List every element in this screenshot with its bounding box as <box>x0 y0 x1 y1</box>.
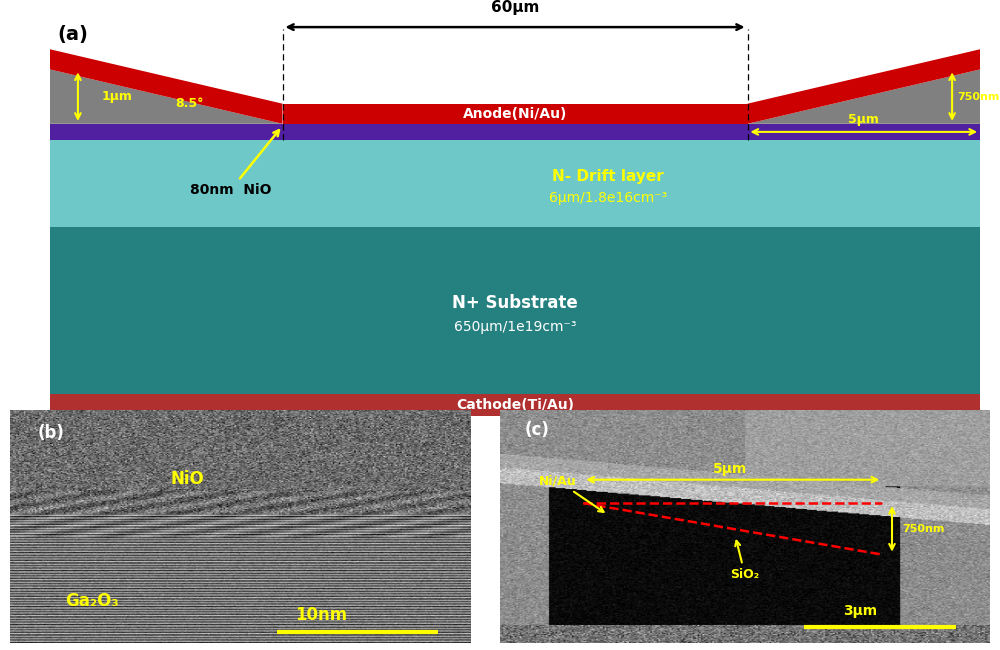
Text: (b): (b) <box>38 424 64 441</box>
Text: 80nm  NiO: 80nm NiO <box>190 130 279 198</box>
Bar <box>50 394 980 416</box>
Text: (a): (a) <box>57 25 88 44</box>
Bar <box>50 227 980 394</box>
Polygon shape <box>50 70 283 124</box>
Text: 750nm: 750nm <box>957 92 999 101</box>
Text: N- Drift layer: N- Drift layer <box>552 169 664 184</box>
Text: N+ Substrate: N+ Substrate <box>452 294 578 312</box>
Polygon shape <box>748 49 980 124</box>
Text: Ga₂O₃: Ga₂O₃ <box>65 592 119 610</box>
Polygon shape <box>50 49 283 124</box>
Text: Cathode(Ti/Au): Cathode(Ti/Au) <box>456 398 574 412</box>
Text: 6μm/1.8e16cm⁻³: 6μm/1.8e16cm⁻³ <box>549 191 667 205</box>
Text: Ni/Au: Ni/Au <box>539 474 604 512</box>
Text: 10nm: 10nm <box>295 606 347 624</box>
Text: 60μm: 60μm <box>491 0 539 15</box>
Bar <box>50 140 980 227</box>
Text: 750nm: 750nm <box>902 524 944 534</box>
Text: 5μm: 5μm <box>848 113 879 126</box>
Bar <box>50 124 980 140</box>
Text: NiO: NiO <box>171 471 205 488</box>
Text: Anode(Ni/Au): Anode(Ni/Au) <box>463 107 567 121</box>
Text: 1μm: 1μm <box>101 90 132 103</box>
Text: (c): (c) <box>524 421 549 439</box>
Text: 3μm: 3μm <box>843 604 877 618</box>
Bar <box>283 104 748 124</box>
Text: SiO₂: SiO₂ <box>730 541 759 581</box>
Polygon shape <box>748 70 980 124</box>
Text: 650μm/1e19cm⁻³: 650μm/1e19cm⁻³ <box>454 320 576 334</box>
Text: 8.5°: 8.5° <box>175 97 204 110</box>
Text: 5μm: 5μm <box>713 462 747 476</box>
